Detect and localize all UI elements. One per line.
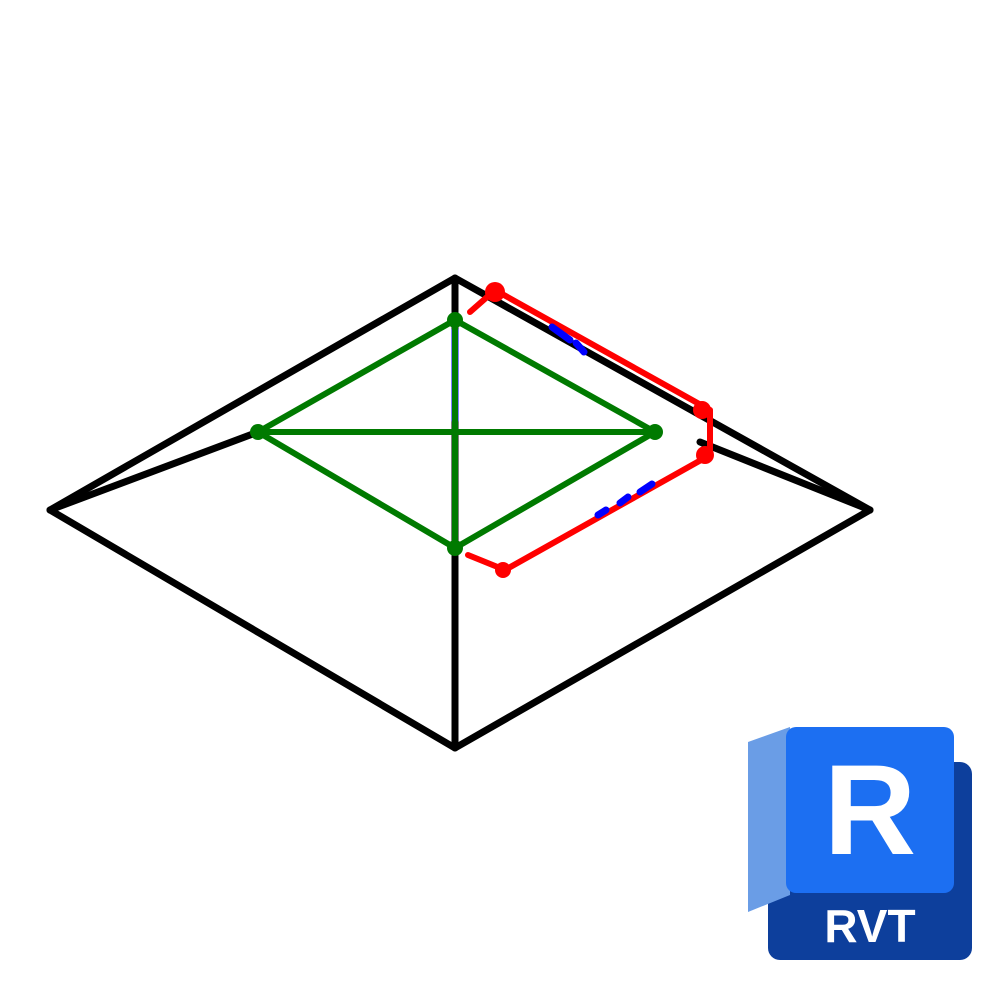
badge-extension-label: RVT — [824, 900, 915, 952]
pyramid-left-inner-edge — [46, 428, 262, 514]
red-reference-markers — [485, 282, 714, 578]
pyramid-back-edges — [46, 274, 874, 514]
revit-badge-icon: R RVT — [748, 727, 972, 960]
pyramid-right-inner-edge — [696, 438, 874, 514]
blue-reference-marks — [451, 323, 656, 519]
pyramid-outline — [46, 274, 874, 752]
badge-front — [786, 727, 954, 893]
badge-side — [748, 727, 790, 912]
green-reference-markers — [250, 312, 663, 556]
badge-letter: R — [824, 739, 916, 882]
